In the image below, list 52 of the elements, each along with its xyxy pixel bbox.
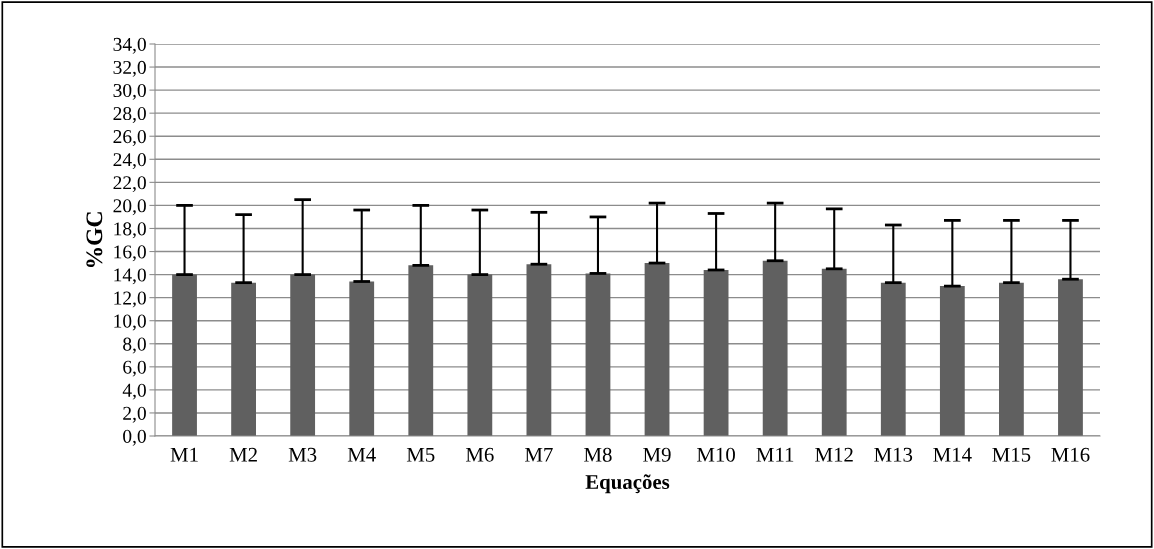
- x-tick-label: M5: [406, 447, 435, 462]
- x-tick-label: M15: [992, 447, 1031, 462]
- x-tick-label: M13: [874, 447, 913, 462]
- bar: [880, 282, 906, 436]
- bar: [526, 264, 552, 436]
- bar: [231, 282, 256, 436]
- x-tick-label: M4: [347, 447, 376, 462]
- y-tick-label: 10,0: [114, 314, 146, 331]
- bar: [821, 268, 847, 436]
- y-tick-label: 12,0: [114, 291, 146, 308]
- y-tick-label: 14,0: [114, 268, 146, 285]
- y-axis-title: %GC: [86, 212, 103, 268]
- bar: [290, 274, 316, 436]
- y-tick-label: 22,0: [113, 176, 146, 193]
- x-tick-label: M12: [815, 447, 853, 462]
- x-tick-label: M6: [465, 447, 494, 462]
- y-tick-label: 2,0: [123, 406, 146, 423]
- x-tick-label: M3: [288, 447, 317, 462]
- y-tick-label: 18,0: [114, 222, 146, 239]
- bar: [349, 281, 375, 436]
- x-tick-label: M9: [643, 447, 671, 462]
- bar: [644, 263, 670, 436]
- y-tick-label: 16,0: [114, 245, 146, 262]
- y-tick-label: 24,0: [113, 153, 146, 170]
- x-tick-label: M16: [1051, 447, 1090, 462]
- y-tick-label: 28,0: [113, 106, 146, 123]
- x-tick-label: M14: [933, 447, 972, 462]
- y-tick-label: 4,0: [122, 383, 146, 400]
- bar: [703, 269, 729, 436]
- y-tick-label: 32,0: [113, 60, 146, 77]
- bar: [939, 286, 965, 436]
- bar: [1058, 279, 1083, 436]
- y-tick-label: 34,0: [113, 37, 146, 54]
- bar: [999, 282, 1024, 436]
- bar: [467, 274, 493, 436]
- y-tick-label: 26,0: [113, 130, 146, 146]
- bar: [172, 274, 197, 436]
- y-tick-label: 30,0: [113, 83, 146, 100]
- y-tick-label: 20,0: [113, 199, 146, 216]
- y-tick-label: 8,0: [123, 337, 146, 354]
- x-tick-label: M10: [697, 447, 735, 462]
- bar: [762, 260, 788, 436]
- y-tick-label: 0,0: [123, 429, 146, 446]
- bar: [585, 273, 611, 436]
- x-tick-label: M7: [525, 447, 553, 462]
- bar: [408, 265, 434, 436]
- x-tick-label: M2: [229, 447, 257, 462]
- y-tick-label: 6,0: [123, 360, 146, 377]
- x-axis-title: Equações: [585, 474, 670, 494]
- x-tick-label: M11: [756, 447, 794, 462]
- x-tick-label: M8: [584, 447, 612, 462]
- x-tick-label: M1: [170, 447, 198, 462]
